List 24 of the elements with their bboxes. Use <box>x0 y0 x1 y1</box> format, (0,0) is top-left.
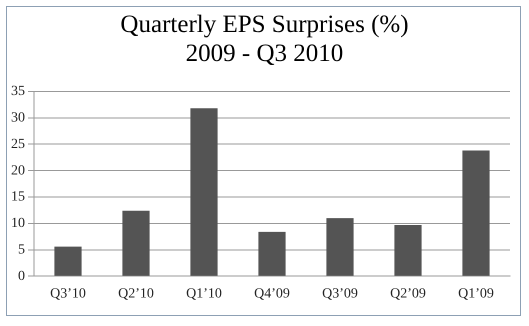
x-tick-label: Q2’10 <box>118 286 154 302</box>
x-tick-label: Q4’09 <box>254 286 290 302</box>
x-tick-label: Q3’10 <box>50 286 86 302</box>
bar <box>394 224 422 276</box>
bar <box>326 218 354 276</box>
y-tick-label: 10 <box>11 216 25 232</box>
x-tick-label: Q1’09 <box>458 286 494 302</box>
bar <box>122 210 150 276</box>
y-tick-label: 5 <box>18 242 25 258</box>
y-tick-label: 30 <box>11 110 25 126</box>
y-tick-label: 25 <box>11 136 25 152</box>
y-tick-label: 20 <box>11 163 25 178</box>
y-tick-label: 35 <box>11 84 25 100</box>
bar <box>54 246 82 276</box>
chart-subtitle: 2009 - Q3 2010 <box>184 39 344 68</box>
x-tick-label: Q3’09 <box>322 286 358 302</box>
y-tick-label: 15 <box>11 190 25 205</box>
bar <box>190 108 218 276</box>
x-tick-label: Q2’09 <box>390 286 426 302</box>
y-tick-label: 0 <box>18 268 25 284</box>
chart-title: Quarterly EPS Surprises (%) <box>119 10 410 39</box>
bar <box>258 232 286 276</box>
x-tick-label: Q1’10 <box>186 286 222 302</box>
bar <box>462 150 490 276</box>
